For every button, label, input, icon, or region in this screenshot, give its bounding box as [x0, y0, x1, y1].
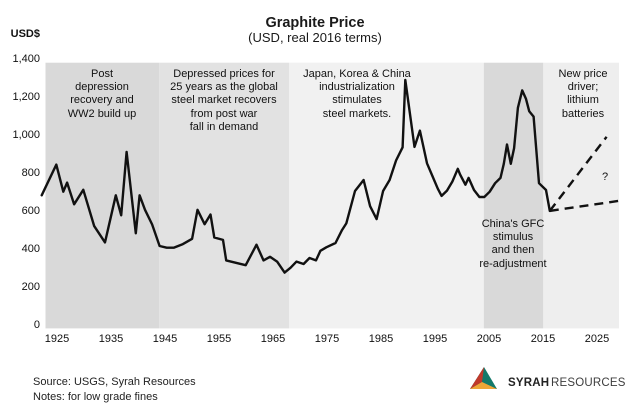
svg-text:RESOURCES: RESOURCES — [551, 377, 626, 389]
svg-text:SYRAH: SYRAH — [508, 377, 549, 389]
